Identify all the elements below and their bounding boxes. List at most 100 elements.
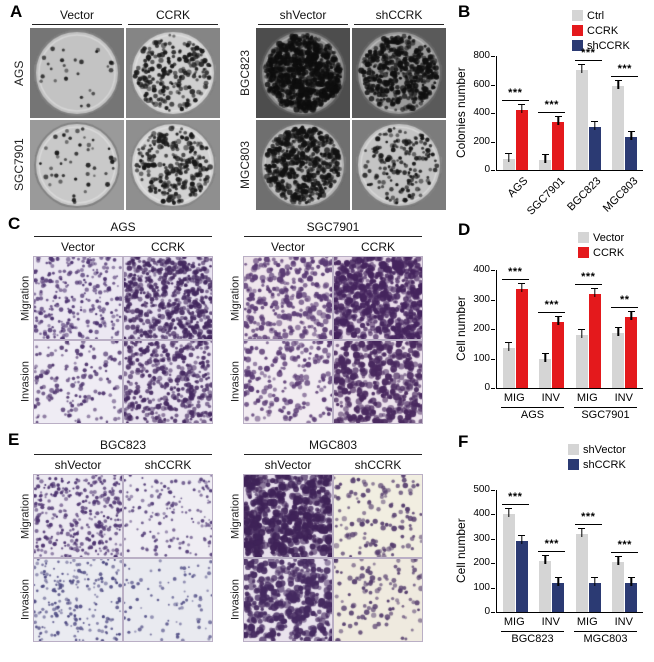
legend: Ctrl CCRK shCCRK (572, 8, 630, 53)
bar-ccrk-ags-0 (515, 110, 528, 170)
x-group-line (574, 407, 637, 408)
x-category-label: INV (614, 616, 633, 628)
x-category-label: MIG (576, 616, 598, 628)
error-bar (505, 342, 513, 351)
y-tick-label: 400 (473, 107, 490, 118)
y-tick-mark (491, 358, 495, 360)
panel-label-c: C (8, 214, 21, 233)
error-bar (578, 64, 586, 73)
legend-item: CCRK (572, 23, 630, 38)
migration-image-sgc7901-vector (244, 257, 332, 339)
column-label-shccrk: shCCRK (354, 8, 444, 25)
x-group-line (501, 631, 564, 632)
column-label-shvector: shVector (258, 8, 348, 25)
error-bar (614, 79, 622, 89)
row-label-invasion: Invasion (19, 579, 32, 621)
bar-shccrk-mig-0 (515, 541, 528, 612)
legend-item: CCRK (578, 245, 624, 260)
y-tick-label: 0 (484, 382, 490, 393)
bar-shccrk-mig-2 (588, 582, 601, 612)
x-category-label: INV (541, 616, 560, 628)
error-bar (505, 152, 513, 162)
significance-line (501, 279, 529, 281)
x-group-line (501, 407, 564, 408)
column-label-vector: Vector (270, 240, 306, 254)
row-label-migration: Migration (229, 493, 242, 539)
bar-ccrk-mig-2 (588, 293, 601, 388)
significance-line (574, 60, 602, 62)
error-bar (541, 352, 549, 362)
panel-label-b: B (458, 2, 471, 21)
panel-label-d: D (458, 220, 471, 239)
invasion-image-sgc7901-vector (244, 341, 332, 423)
legend-label: shVector (583, 443, 626, 456)
significance-line (538, 550, 566, 552)
row-label-invasion: Invasion (229, 579, 242, 621)
significance-line (501, 100, 529, 102)
migration-image-bgc823-shvector (34, 475, 122, 557)
error-bar (591, 576, 599, 586)
chart-cell-number-overexpression: D Cell number Vector CCRK *** *** *** ** 0 10… (450, 220, 654, 428)
colony-image-bgc823-shvector (256, 28, 350, 118)
bar-vector-inv-1 (539, 358, 552, 388)
legend-label: CCRK (593, 246, 625, 259)
y-tick-mark (491, 587, 495, 589)
y-tick-mark (491, 612, 495, 613)
x-group-label: SGC7901 (581, 409, 630, 421)
row-label-sgc7901: SGC7901 (12, 138, 26, 192)
legend-label: Vector (593, 231, 625, 244)
y-tick-mark (491, 538, 495, 540)
chart-colonies-number: B Colonies number Ctrl CCRK shCCRK *** *** *… (450, 2, 654, 218)
colony-image-ags-vector (30, 28, 124, 118)
significance-stars: *** (544, 298, 559, 311)
significance-stars: *** (508, 87, 523, 100)
colony-image-sgc7901-vector (30, 120, 124, 210)
bar-ccrk-inv-1 (552, 321, 565, 388)
x-category-label: MIG (503, 392, 525, 404)
bar-ctrl-bgc823-2 (575, 70, 588, 170)
significance-stars: *** (544, 98, 559, 111)
group-title-mgc803: MGC803 (244, 438, 422, 455)
invasion-image-sgc7901-ccrk (334, 341, 422, 423)
y-tick-mark (491, 170, 495, 171)
colony-image-ags-ccrk (126, 28, 220, 118)
row-label-migration: Migration (229, 275, 242, 321)
error-bar (627, 311, 635, 320)
y-tick-label: 400 (473, 264, 490, 275)
panel-label-a: A (10, 2, 23, 21)
y-tick-mark (491, 388, 495, 389)
y-tick-mark (491, 299, 495, 301)
row-label-ags: AGS (12, 60, 26, 86)
significance-line (538, 311, 566, 313)
legend-swatch-shCCRK (572, 40, 583, 51)
error-bar (614, 327, 622, 336)
significance-stars: *** (617, 62, 632, 75)
invasion-image-bgc823-shccrk (124, 559, 212, 641)
legend-item: Ctrl (572, 8, 630, 23)
row-label-migration: Migration (19, 493, 32, 539)
migration-image-ags-vector (34, 257, 122, 339)
column-label-shccrk: shCCRK (354, 458, 402, 472)
x-group-label: BGC823 (511, 633, 554, 645)
y-tick-mark (491, 113, 495, 114)
x-group-label: MGC803 (583, 633, 628, 645)
y-tick-mark (491, 490, 495, 491)
x-group-label: AGS (520, 409, 545, 421)
x-category-label: INV (614, 392, 633, 404)
significance-stars: *** (508, 491, 523, 504)
plot-area: *** *** *** ** (496, 266, 643, 389)
y-tick-mark (491, 563, 495, 565)
bar-vector-mig-0 (502, 348, 515, 388)
legend-swatch-CCRK (578, 247, 589, 258)
colony-image-bgc823-shccrk (352, 28, 446, 118)
y-tick-label: 300 (473, 532, 490, 544)
error-bar (627, 576, 635, 586)
column-label-vector: Vector (32, 8, 122, 25)
legend: Vector CCRK (578, 230, 624, 260)
bar-shccrk-inv-3 (625, 582, 638, 612)
group-title-sgc7901: SGC7901 (244, 220, 422, 237)
error-bar (518, 535, 526, 544)
bar-shvector-mig-0 (502, 514, 515, 612)
legend-item: Vector (578, 230, 624, 245)
